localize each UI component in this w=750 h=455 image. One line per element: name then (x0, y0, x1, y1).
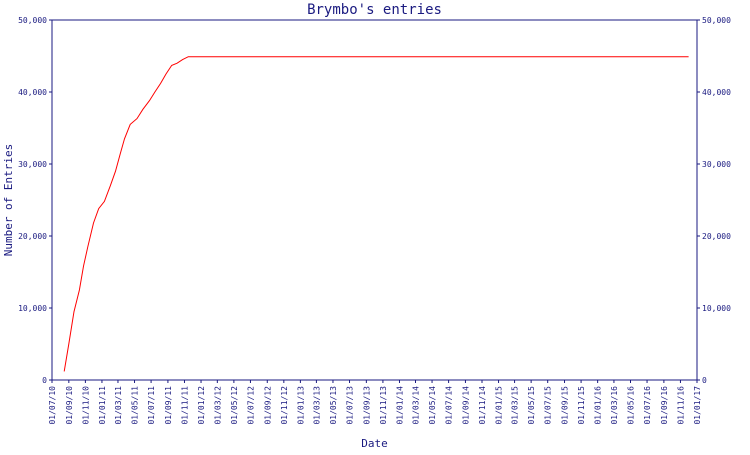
x-tick-label: 01/03/11 (114, 386, 123, 425)
x-tick-label: 01/01/11 (98, 386, 107, 425)
x-tick-label: 01/01/16 (594, 386, 603, 425)
x-tick-label: 01/07/14 (445, 386, 454, 425)
x-axis-title: Date (361, 437, 388, 450)
x-tick-label: 01/03/16 (610, 386, 619, 425)
y-axis-right: 0 10,000 20,000 30,000 40,000 50,000 (697, 16, 731, 385)
x-tick-label: 01/01/15 (495, 386, 504, 425)
plot-frame (51, 19, 698, 381)
x-tick-label: 01/09/12 (263, 386, 272, 425)
x-tick-label: 01/05/14 (428, 386, 437, 425)
x-tick-label: 01/03/12 (213, 386, 222, 425)
x-tick-label: 01/09/11 (164, 386, 173, 425)
chart-title: Brymbo's entries (307, 2, 442, 18)
x-tick-label: 01/01/13 (296, 386, 305, 425)
x-tick-label: 01/05/11 (131, 386, 140, 425)
y-axis-title: Number of Entries (2, 144, 15, 257)
series-layer (63, 56, 689, 372)
y-axis-left: 0 10,000 20,000 30,000 40,000 50,000 (18, 16, 52, 385)
x-tick-label: 01/07/12 (246, 386, 255, 425)
x-tick-label: 01/09/16 (660, 386, 669, 425)
x-tick-label: 01/05/12 (230, 386, 239, 425)
x-tick-label: 01/11/10 (81, 386, 90, 425)
x-tick-label: 01/01/12 (197, 386, 206, 425)
x-tick-label: 01/07/10 (48, 386, 57, 425)
x-tick-label: 01/05/15 (527, 386, 536, 425)
x-tick-label: 01/05/13 (329, 386, 338, 425)
y-tick-label-right: 0 (702, 376, 707, 385)
x-tick-label: 01/05/16 (626, 386, 635, 425)
x-axis: 01/07/10 01/09/10 01/11/10 01/01/11 01/03/11… (48, 380, 702, 425)
x-tick-label: 01/11/14 (478, 386, 487, 425)
x-tick-label: 01/09/10 (65, 386, 74, 425)
y-tick-label-right: 30,000 (702, 160, 731, 169)
y-tick-label-right: 50,000 (702, 16, 731, 25)
y-tick-label-right: 40,000 (702, 88, 731, 97)
x-tick-label: 01/09/14 (461, 386, 470, 425)
y-tick-label-left: 50,000 (18, 16, 47, 25)
x-tick-label: 01/11/16 (676, 386, 685, 425)
y-tick-label-right: 10,000 (702, 304, 731, 313)
x-tick-label: 01/03/14 (411, 386, 420, 425)
x-tick-label: 01/07/13 (346, 386, 355, 425)
x-tick-label: 01/11/11 (180, 386, 189, 425)
y-tick-label-left: 0 (42, 376, 47, 385)
series-line (63, 56, 689, 372)
x-tick-label: 01/01/14 (395, 386, 404, 425)
x-tick-label: 01/07/11 (147, 386, 156, 425)
y-tick-label-left: 30,000 (18, 160, 47, 169)
x-tick-label: 01/07/15 (544, 386, 553, 425)
x-tick-label: 01/01/17 (693, 386, 702, 425)
x-tick-label: 01/07/16 (643, 386, 652, 425)
x-tick-label: 01/11/13 (379, 386, 388, 425)
plot-border (51, 19, 698, 381)
x-tick-label: 01/09/13 (362, 386, 371, 425)
y-tick-label-left: 40,000 (18, 88, 47, 97)
y-tick-label-left: 20,000 (18, 232, 47, 241)
x-tick-label: 01/11/12 (280, 386, 289, 425)
x-tick-label: 01/11/15 (577, 386, 586, 425)
y-tick-label-left: 10,000 (18, 304, 47, 313)
x-tick-label: 01/03/13 (312, 386, 321, 425)
y-tick-label-right: 20,000 (702, 232, 731, 241)
x-tick-label: 01/03/15 (511, 386, 520, 425)
x-tick-label: 01/09/15 (561, 386, 570, 425)
